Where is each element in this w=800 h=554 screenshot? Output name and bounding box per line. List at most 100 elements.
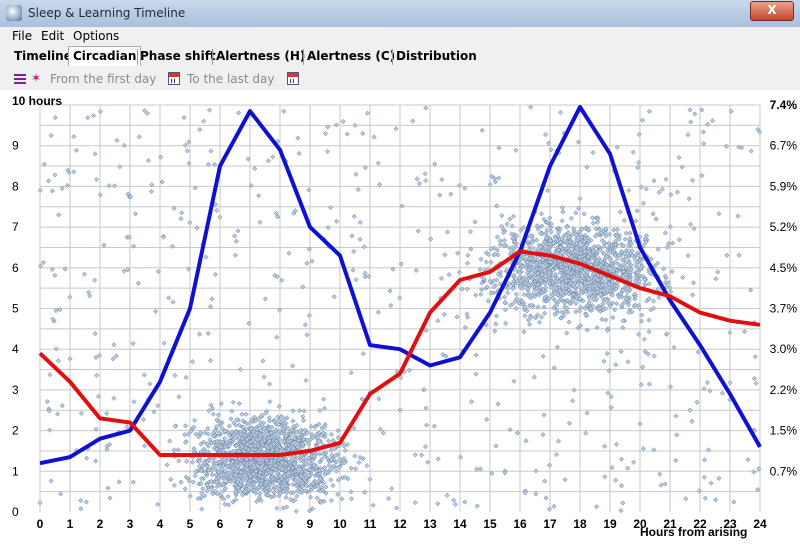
tab-circadian[interactable]: Circadian bbox=[68, 46, 142, 66]
scatter-point bbox=[516, 269, 522, 276]
scatter-point bbox=[528, 104, 534, 110]
x-tick-label: 3 bbox=[127, 517, 134, 531]
scatter-point bbox=[281, 438, 287, 444]
scatter-point bbox=[663, 176, 669, 182]
scatter-point bbox=[78, 410, 85, 416]
scatter-point bbox=[555, 292, 561, 298]
scatter-point bbox=[257, 219, 263, 225]
scatter-point bbox=[216, 469, 222, 475]
scatter-point bbox=[576, 205, 582, 211]
scatter-point bbox=[607, 231, 613, 237]
from-first-day-label[interactable]: From the first day bbox=[50, 72, 157, 86]
menu-edit[interactable]: Edit bbox=[41, 29, 65, 43]
scatter-point bbox=[516, 275, 522, 281]
scatter-point bbox=[292, 435, 298, 442]
scatter-point bbox=[361, 244, 367, 250]
menu-file[interactable]: File bbox=[12, 29, 33, 43]
scatter-point bbox=[627, 235, 633, 242]
scatter-point bbox=[90, 113, 96, 119]
scatter-point bbox=[125, 191, 131, 197]
scatter-point bbox=[202, 493, 208, 499]
scatter-point bbox=[353, 277, 359, 283]
x-tick-label: 6 bbox=[217, 517, 224, 531]
scatter-point bbox=[522, 313, 528, 319]
scatter-point bbox=[295, 469, 301, 475]
scatter-point bbox=[596, 243, 602, 250]
scatter-point bbox=[117, 164, 123, 170]
calendar-icon[interactable] bbox=[168, 72, 180, 85]
scatter-point bbox=[113, 353, 119, 359]
scatter-point bbox=[398, 261, 404, 267]
scatter-point bbox=[557, 239, 563, 245]
tab-alertness-h[interactable]: Alertness (H) bbox=[216, 49, 306, 63]
scatter-point bbox=[237, 482, 243, 488]
scatter-point bbox=[84, 455, 90, 461]
scatter-point bbox=[522, 304, 528, 310]
scatter-point bbox=[565, 273, 571, 279]
scatter-point bbox=[603, 264, 609, 270]
close-button[interactable]: X bbox=[750, 1, 794, 21]
to-last-day-label[interactable]: To the last day bbox=[187, 72, 275, 86]
scatter-point bbox=[520, 299, 526, 305]
scatter-point bbox=[642, 281, 648, 287]
scatter-point bbox=[255, 463, 261, 470]
scatter-point bbox=[583, 289, 589, 295]
scatter-point bbox=[398, 375, 404, 381]
tab-phase-shift[interactable]: Phase shift bbox=[140, 49, 216, 63]
scatter-point bbox=[626, 298, 632, 304]
scatter-point bbox=[576, 284, 582, 290]
calendar-icon[interactable] bbox=[287, 72, 299, 85]
scatter-point bbox=[188, 428, 194, 434]
scatter-point bbox=[267, 463, 273, 469]
scatter-point bbox=[455, 250, 461, 256]
scatter-point bbox=[612, 307, 618, 313]
menu-options[interactable]: Options bbox=[73, 29, 120, 43]
scatter-point bbox=[104, 446, 110, 452]
scatter-point bbox=[539, 271, 545, 277]
scatter-point bbox=[637, 265, 643, 271]
scatter-point bbox=[584, 327, 590, 333]
scatter-point bbox=[524, 259, 530, 265]
scatter-point bbox=[321, 396, 327, 402]
scatter-point bbox=[462, 499, 468, 505]
scatter-point bbox=[167, 438, 173, 444]
scatter-point bbox=[141, 372, 147, 378]
scatter-point bbox=[602, 474, 608, 480]
scatter-point bbox=[275, 214, 281, 220]
scatter-point bbox=[474, 503, 480, 509]
scatter-point bbox=[462, 325, 468, 331]
scatter-point bbox=[306, 246, 312, 252]
scatter-point bbox=[323, 469, 329, 475]
scatter-point bbox=[328, 497, 334, 503]
scatter-point bbox=[728, 108, 734, 114]
menu-lines-icon[interactable] bbox=[14, 74, 26, 84]
scatter-point bbox=[573, 300, 579, 306]
scatter-point bbox=[355, 186, 361, 192]
scatter-point bbox=[344, 131, 350, 137]
scatter-point bbox=[71, 169, 77, 175]
scatter-point bbox=[316, 451, 323, 457]
scatter-point bbox=[543, 285, 549, 291]
scatter-point bbox=[182, 486, 188, 492]
tab-alertness-c[interactable]: Alertness (C) bbox=[307, 49, 396, 63]
scatter-point bbox=[151, 409, 157, 415]
scatter-point bbox=[303, 488, 309, 494]
scatter-point bbox=[692, 111, 698, 117]
tab-distribution[interactable]: Distribution bbox=[396, 49, 477, 63]
scatter-point bbox=[267, 438, 273, 444]
scatter-point bbox=[237, 456, 243, 462]
scatter-point bbox=[587, 251, 593, 257]
scatter-point bbox=[285, 447, 291, 453]
scatter-point bbox=[240, 418, 246, 424]
tab-timeline[interactable]: Timeline bbox=[14, 49, 72, 63]
scatter-point bbox=[424, 422, 430, 428]
scatter-point bbox=[144, 110, 150, 116]
star-icon[interactable]: ✶ bbox=[31, 71, 42, 85]
scatter-point bbox=[271, 418, 277, 424]
scatter-point bbox=[620, 243, 627, 249]
scatter-point bbox=[342, 447, 348, 454]
x-tick-label: 15 bbox=[483, 517, 497, 531]
scatter-point bbox=[107, 495, 113, 501]
scatter-point bbox=[158, 154, 164, 160]
scatter-point bbox=[96, 352, 102, 358]
